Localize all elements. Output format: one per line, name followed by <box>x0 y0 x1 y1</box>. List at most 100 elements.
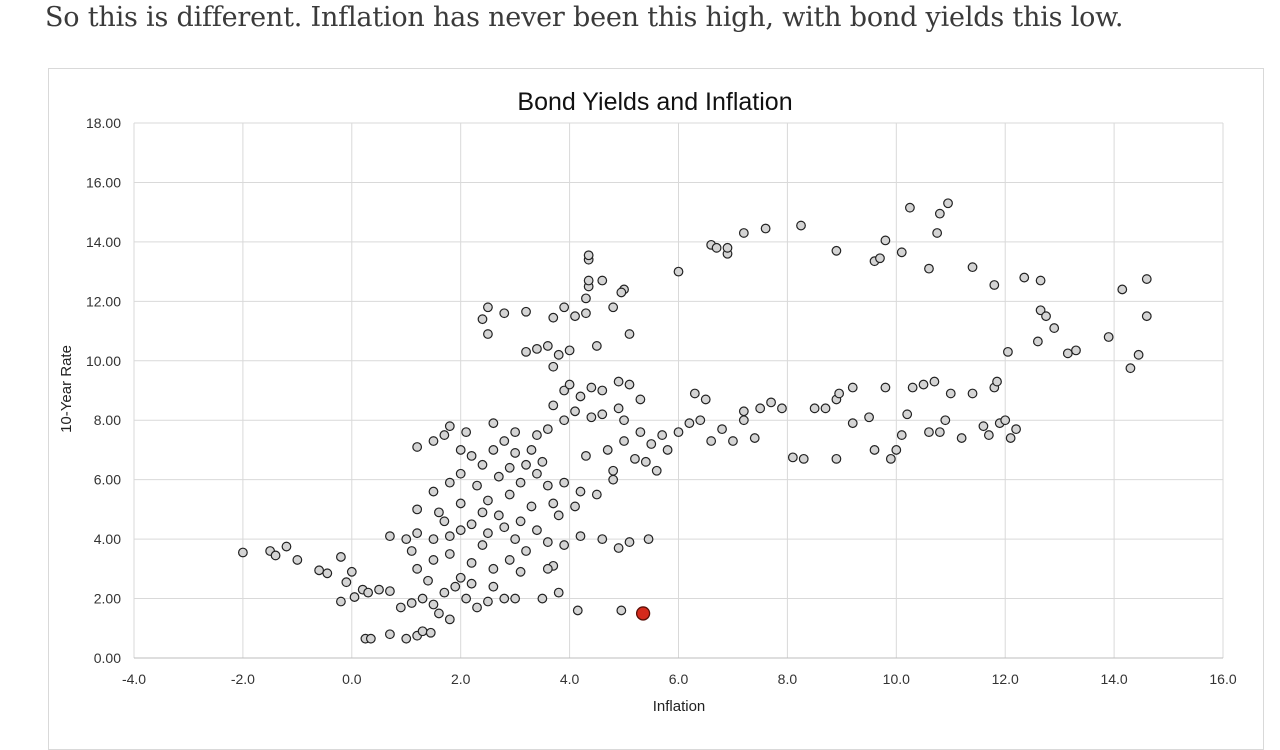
data-point <box>406 546 417 556</box>
data-point <box>336 596 346 607</box>
data-point <box>515 516 526 527</box>
data-point <box>896 430 907 440</box>
data-point <box>847 418 858 429</box>
data-point <box>891 445 902 455</box>
data-point <box>581 293 591 304</box>
y-tick-label: 2.00 <box>94 591 121 607</box>
data-point <box>570 406 580 417</box>
data-point <box>385 531 395 542</box>
x-tick-labels: -4.0 -2.0 0.0 2.0 4.0 6.0 8.0 10.0 12.0 14.0 16.0 <box>122 671 1237 687</box>
data-point <box>444 421 455 432</box>
data-point <box>564 345 575 356</box>
data-point <box>967 262 978 273</box>
data-point <box>749 433 760 443</box>
data-point <box>488 445 499 455</box>
data-point <box>428 599 439 610</box>
data-point <box>412 528 423 539</box>
data-point <box>1019 272 1030 283</box>
data-point <box>602 445 613 455</box>
data-point <box>586 412 597 423</box>
data-point <box>1071 345 1081 356</box>
data-point <box>651 465 662 476</box>
data-point <box>717 424 727 435</box>
data-point <box>434 608 444 619</box>
data-point <box>1141 311 1152 322</box>
data-point <box>425 627 436 638</box>
x-tick-label: 12.0 <box>992 671 1019 687</box>
data-point <box>760 223 771 234</box>
data-point <box>570 311 580 322</box>
data-point <box>624 329 635 339</box>
data-point <box>428 555 439 565</box>
data-point <box>777 403 787 414</box>
data-point <box>385 629 395 640</box>
data-point <box>483 528 493 539</box>
data-point <box>548 498 559 509</box>
data-point <box>548 361 559 372</box>
x-tick-label: 14.0 <box>1100 671 1127 687</box>
data-point <box>412 563 423 574</box>
data-point <box>559 415 570 426</box>
data-point <box>504 462 515 473</box>
data-point <box>847 382 858 393</box>
current-data-point <box>635 606 651 621</box>
data-point <box>983 430 994 440</box>
x-tick-label: 2.0 <box>451 671 471 687</box>
data-point <box>510 448 521 458</box>
data-point <box>532 468 542 479</box>
data-point <box>940 415 951 426</box>
data-point <box>695 415 706 426</box>
data-point <box>608 465 619 476</box>
data-point <box>521 459 531 470</box>
data-point <box>515 477 526 488</box>
data-point <box>521 546 531 556</box>
data-point <box>542 480 553 491</box>
data-point <box>363 587 374 598</box>
data-point <box>483 302 493 313</box>
data-point <box>510 427 521 438</box>
data-point <box>559 540 570 550</box>
data-point <box>428 436 439 446</box>
data-point <box>700 394 711 405</box>
data-point <box>728 436 738 446</box>
data-point <box>831 453 842 464</box>
data-point <box>787 452 798 463</box>
data-point <box>932 228 943 238</box>
y-tick-label: 12.00 <box>86 293 121 309</box>
data-point <box>575 391 586 402</box>
data-point <box>1003 346 1013 357</box>
data-point <box>583 250 594 261</box>
data-point <box>526 501 537 512</box>
data-point <box>553 510 564 521</box>
data-point <box>444 549 455 559</box>
data-point <box>597 409 608 420</box>
data-point <box>526 445 537 455</box>
data-point <box>924 263 934 274</box>
x-tick-label: 16.0 <box>1209 671 1236 687</box>
data-point <box>1133 349 1144 360</box>
data-point <box>542 563 553 574</box>
data-point <box>646 439 657 449</box>
data-point <box>738 228 749 238</box>
y-tick-label: 8.00 <box>94 412 121 428</box>
y-tick-label: 4.00 <box>94 531 121 547</box>
data-point <box>346 566 357 577</box>
data-point <box>657 430 668 440</box>
data-point <box>439 587 450 598</box>
data-point <box>1103 332 1114 342</box>
chart-title: Bond Yields and Inflation <box>517 88 792 116</box>
data-point <box>412 504 423 515</box>
data-point <box>820 403 831 414</box>
data-point <box>466 557 477 568</box>
data-point <box>537 593 548 604</box>
data-point <box>444 477 455 488</box>
data-point <box>616 287 627 298</box>
data-point <box>738 415 749 426</box>
data-point <box>1141 274 1152 284</box>
scatter-chart: -4.0 -2.0 0.0 2.0 4.0 6.0 8.0 10.0 12.0 14.0 16.0 … <box>48 68 1264 750</box>
data-point <box>956 433 967 443</box>
data-point <box>401 534 412 545</box>
y-tick-label: 0.00 <box>94 650 121 666</box>
data-point <box>455 468 466 479</box>
x-tick-label: 6.0 <box>669 671 689 687</box>
